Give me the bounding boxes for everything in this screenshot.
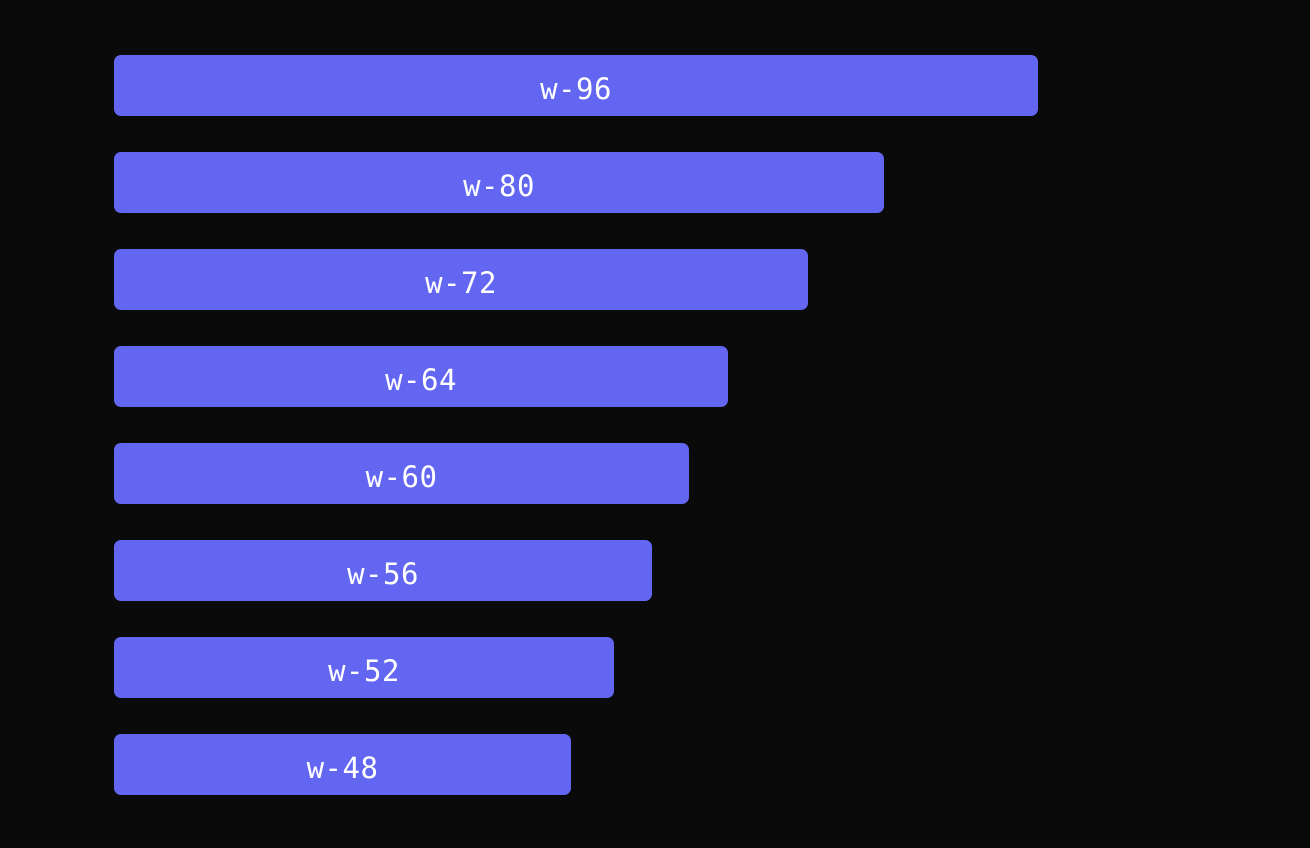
width-box-w-56: w-56	[114, 540, 652, 601]
width-box-label: w-60	[365, 459, 438, 494]
width-box-label: w-80	[463, 168, 535, 203]
width-box-w-80: w-80	[114, 152, 884, 213]
width-box-label: w-52	[328, 653, 400, 688]
width-box-w-96: w-96	[114, 55, 1038, 116]
width-box-w-72: w-72	[114, 249, 808, 310]
width-box-label: w-96	[540, 71, 612, 106]
width-box-stack: w-96 w-80 w-72 w-64 w-60 w-56 w-52 w-48	[114, 55, 1214, 795]
width-box-label: w-72	[425, 265, 497, 300]
width-box-label: w-56	[347, 556, 419, 591]
width-box-label: w-64	[385, 362, 457, 397]
width-box-w-60: w-60	[114, 443, 689, 504]
width-box-w-64: w-64	[114, 346, 728, 407]
width-box-w-52: w-52	[114, 637, 614, 698]
width-box-w-48: w-48	[114, 734, 571, 795]
width-box-label: w-48	[306, 750, 379, 785]
